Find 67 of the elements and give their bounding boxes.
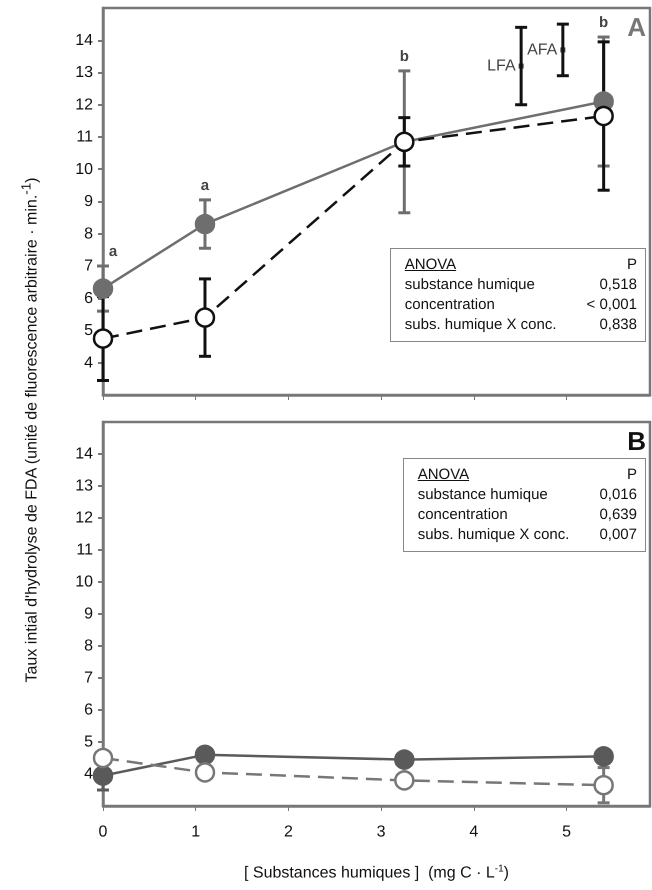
y-tick-label: 5	[84, 734, 94, 750]
annotation: subs. humique X conc.	[418, 525, 570, 545]
point	[194, 307, 216, 328]
x-tick-label: 1	[191, 824, 200, 840]
y-tick-label: 7	[84, 258, 94, 274]
y-tick-label: 9	[84, 606, 94, 622]
annotation: substance humique	[404, 275, 536, 295]
annotation: B	[627, 426, 646, 456]
point	[593, 746, 614, 767]
annotation: b	[400, 48, 409, 65]
annotation: concentration	[418, 505, 509, 525]
point	[518, 64, 524, 69]
annotation: subs. humique X conc.	[404, 315, 557, 335]
x-tick-label: 3	[376, 824, 386, 840]
point	[593, 106, 614, 126]
point	[194, 762, 216, 783]
series-label: LFA	[487, 58, 516, 75]
annotation: P	[626, 465, 637, 485]
annotation: b	[599, 14, 608, 32]
x-tick-label: 2	[284, 824, 293, 840]
annotation: 0,838	[598, 315, 637, 335]
y-tick-label: 8	[84, 638, 94, 654]
annotation: ANOVA	[418, 466, 470, 483]
annotation: concentration	[404, 295, 496, 315]
y-tick-label: 4	[84, 354, 94, 372]
point	[92, 328, 114, 349]
point	[194, 214, 216, 234]
annotation: 0,639	[598, 505, 637, 525]
annotation: ANOVA	[404, 256, 456, 273]
y-tick-label: 14	[75, 446, 94, 462]
point	[593, 774, 614, 796]
annotation: 0,016	[598, 485, 637, 505]
y-tick-label: 8	[84, 225, 94, 242]
y-tick-label: 10	[75, 160, 94, 178]
y-tick-label: 7	[84, 670, 94, 686]
x-tick-label: 0	[98, 824, 108, 840]
point	[92, 748, 114, 768]
point	[394, 770, 415, 791]
annotation: < 0,001	[586, 295, 637, 315]
point	[560, 47, 566, 52]
y-tick-label: 12	[75, 510, 94, 526]
annotation: substance humique	[418, 485, 549, 505]
point	[194, 744, 216, 766]
y-tick-label: 12	[75, 96, 94, 114]
point	[394, 749, 415, 770]
point	[92, 278, 114, 299]
y-tick-label: 4	[84, 766, 94, 782]
y-tick-label: 6	[84, 290, 94, 307]
annotation: A	[627, 12, 646, 42]
y-tick-label: 13	[75, 478, 94, 494]
annotation: 0,007	[598, 525, 637, 545]
annotation: a	[200, 176, 210, 194]
y-tick-label: 11	[76, 542, 94, 558]
y-tick-label: 10	[75, 574, 94, 590]
y-tick-label: 11	[76, 128, 94, 146]
annotation: P	[626, 255, 637, 275]
y-tick-label: 14	[75, 32, 94, 49]
y-tick-label: 9	[84, 193, 94, 210]
annotation: a	[108, 243, 118, 260]
y-tick-label: 5	[84, 322, 94, 339]
series-label: AFA	[527, 41, 558, 58]
x-tick-label: 4	[469, 824, 478, 840]
annotation: 0,518	[598, 275, 637, 295]
y-tick-label: 13	[75, 64, 94, 81]
y-tick-label: 6	[84, 702, 94, 718]
x-tick-label: 5	[562, 824, 572, 840]
point	[92, 765, 114, 786]
